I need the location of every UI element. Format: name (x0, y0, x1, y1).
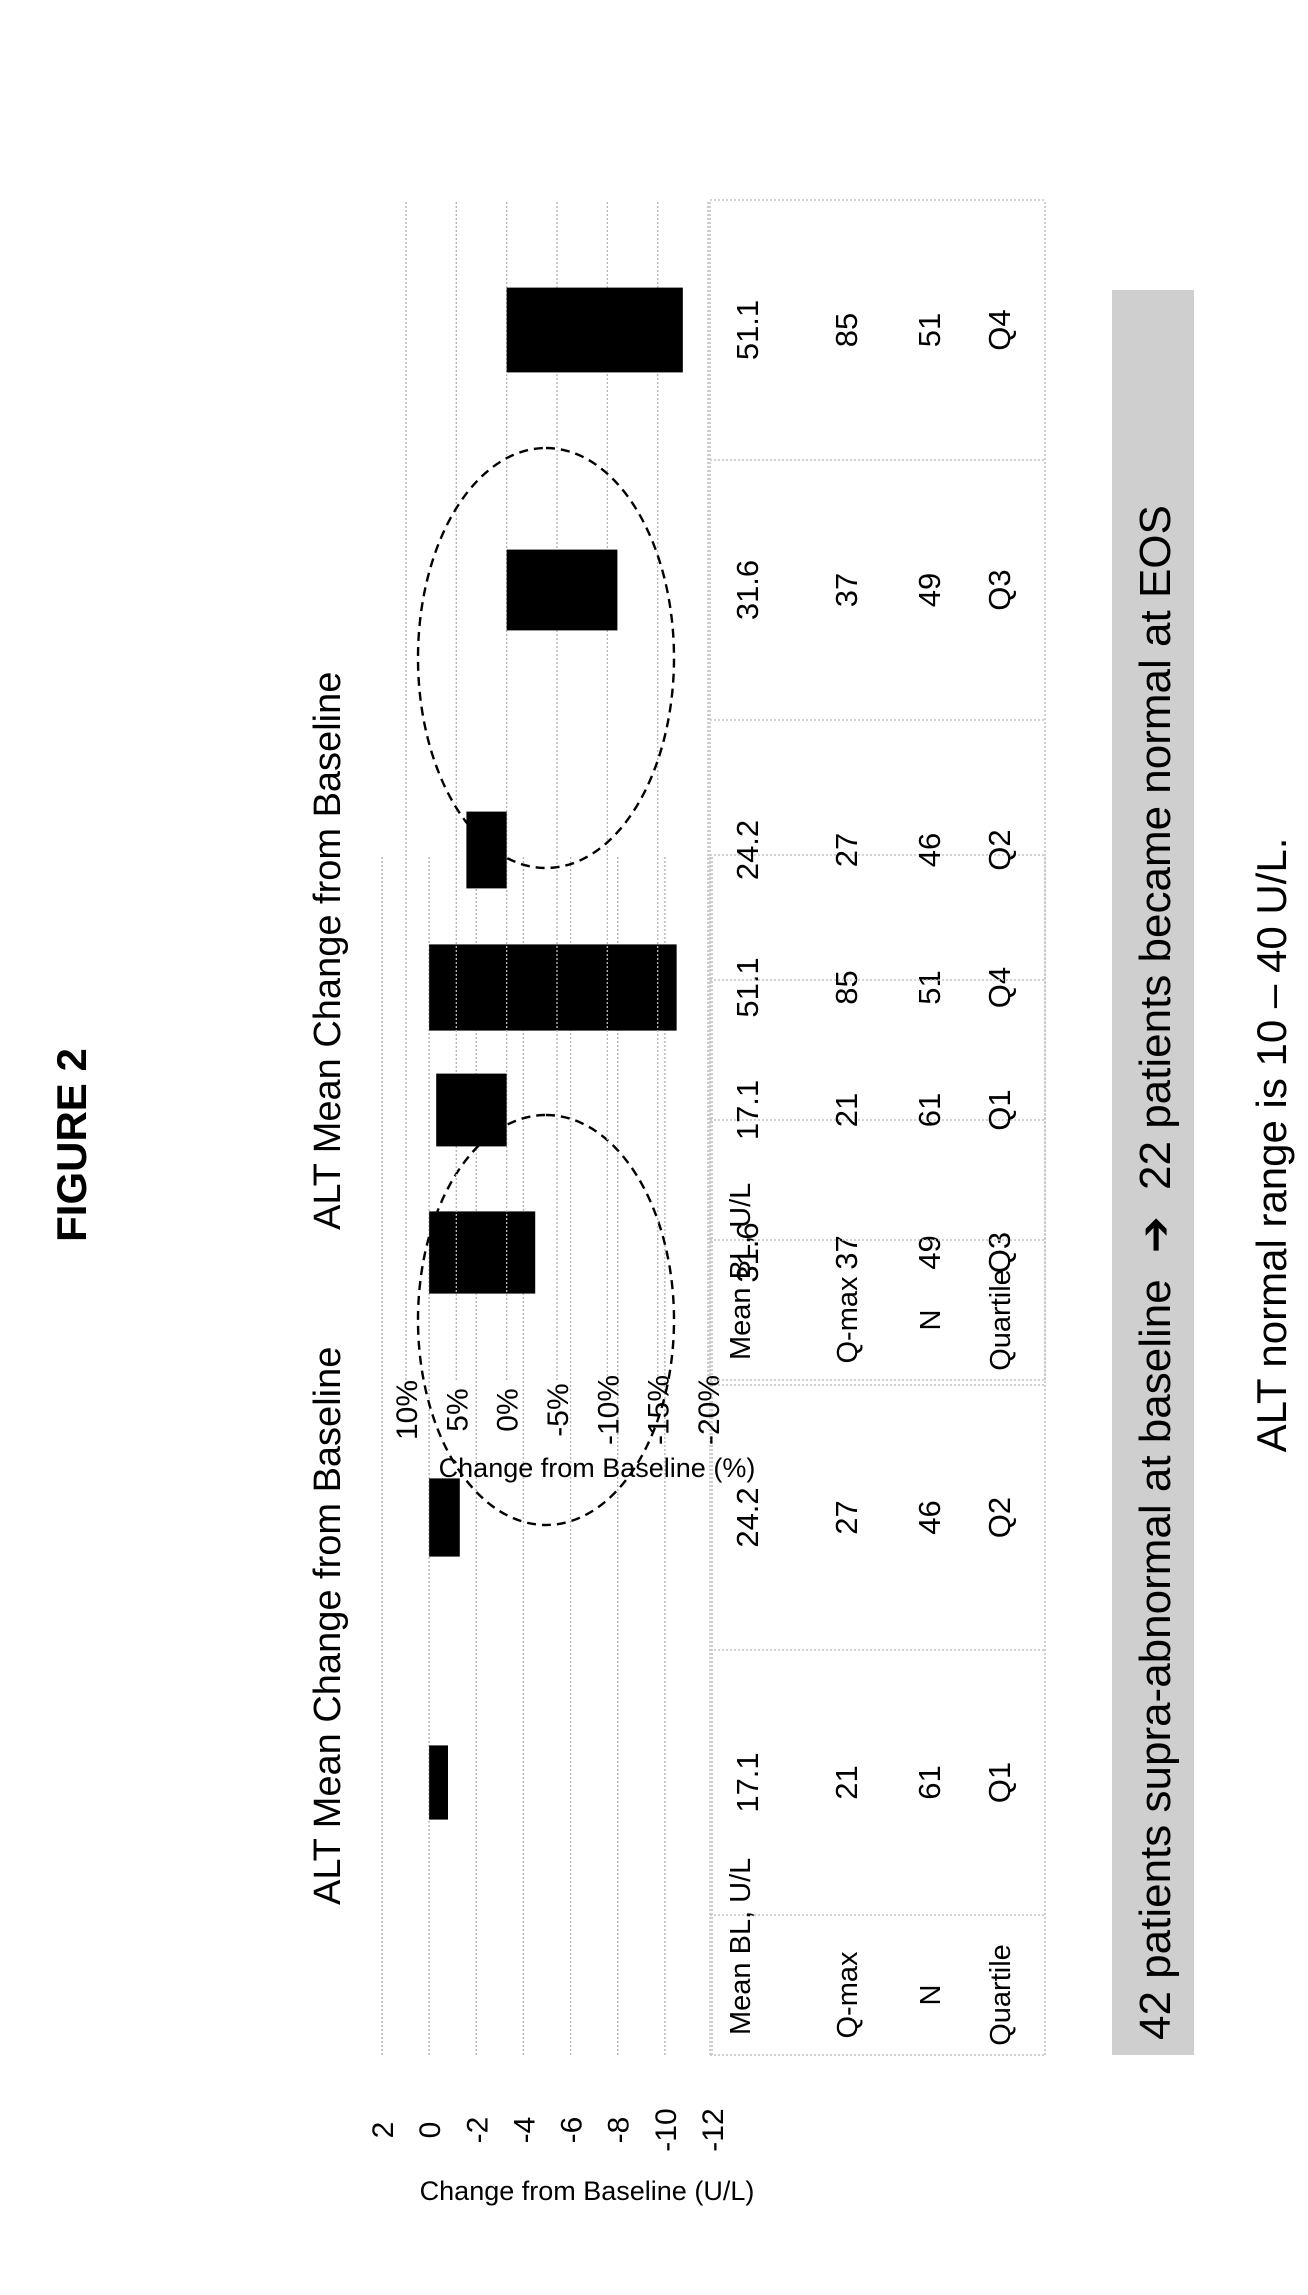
table-cell-quartile: Q3 (982, 1232, 1017, 1273)
table-cell-quartile: Q3 (982, 569, 1017, 610)
y-tick-label: 0% (492, 1388, 525, 1431)
table-cell-q-max: 27 (829, 833, 864, 867)
chart-title: ALT Mean Change from Baseline (307, 672, 349, 1230)
arrow-right-icon: ➔ (1130, 1216, 1181, 1253)
y-tick-label: 0 (414, 2122, 447, 2139)
table-cell-mean-bl: 31.6 (730, 1222, 765, 1282)
table-cell-mean-bl: 24.2 (730, 1487, 765, 1547)
bar-q2 (429, 1478, 460, 1557)
figure-title: FIGURE 2 (48, 1048, 95, 1242)
table-cell-n: 49 (912, 573, 947, 607)
y-tick-label: -8 (603, 2117, 636, 2144)
table-cell-quartile: Q1 (982, 1089, 1017, 1130)
row-label-n: N (915, 1985, 947, 2006)
y-tick-label: -6 (556, 2117, 589, 2144)
bar-q4 (429, 944, 677, 1031)
table-cell-quartile: Q2 (982, 1497, 1017, 1538)
chart-title: ALT Mean Change from Baseline (307, 1347, 349, 1905)
y-tick-label: -2 (461, 2117, 494, 2144)
banner-text: 42 patients supra-abnormal at baseline ➔… (1130, 505, 1181, 2040)
y-tick-label: -15% (643, 1375, 676, 1445)
table-cell-n: 51 (912, 313, 947, 347)
table-cell-n: 46 (912, 1500, 947, 1534)
y-tick-label: -20% (693, 1375, 726, 1445)
bar-q1 (429, 1745, 448, 1820)
bar-q2 (466, 811, 507, 889)
table-cell-q-max: 85 (829, 313, 864, 347)
table-cell-q-max: 27 (829, 1500, 864, 1534)
table-cell-quartile: Q4 (982, 309, 1017, 350)
bar-q3 (506, 549, 618, 631)
table-cell-mean-bl: 24.2 (730, 820, 765, 880)
table-cell-quartile: Q4 (982, 967, 1017, 1008)
y-tick-label: -10% (592, 1375, 625, 1445)
table-cell-quartile: Q1 (982, 1762, 1017, 1803)
y-axis-label: Change from Baseline (U/L) (420, 2176, 755, 2206)
bar-q4 (506, 287, 683, 373)
bar-q1 (436, 1073, 507, 1147)
y-tick-label: -5% (542, 1383, 575, 1436)
y-tick-label: 5% (441, 1388, 474, 1431)
table-cell-mean-bl: 51.1 (730, 300, 765, 360)
table-cell-n: 46 (912, 833, 947, 867)
bar-q3 (429, 1211, 536, 1294)
table-cell-n: 51 (912, 970, 947, 1004)
table-cell-q-max: 37 (829, 573, 864, 607)
table-cell-q-max: 21 (829, 1093, 864, 1127)
row-label-q-max: Q-max (832, 1276, 864, 1364)
table-cell-quartile: Q2 (982, 829, 1017, 870)
row-label-n: N (915, 1310, 947, 1331)
row-label-mean-bl: Mean BL, U/L (725, 1858, 757, 2035)
row-label-q-max: Q-max (832, 1951, 864, 2039)
table-cell-mean-bl: 17.1 (730, 1080, 765, 1140)
highlight-ellipse (416, 446, 676, 870)
footnote: ALT normal range is 10 – 40 U/L. (1248, 838, 1295, 1453)
highlight-ellipse (416, 1113, 676, 1527)
table-cell-mean-bl: 51.1 (730, 957, 765, 1017)
y-tick-label: 2 (367, 2122, 400, 2139)
y-tick-label: -4 (508, 2117, 541, 2144)
table-cell-n: 61 (912, 1093, 947, 1127)
table-cell-mean-bl: 31.6 (730, 560, 765, 620)
table-cell-q-max: 37 (829, 1235, 864, 1269)
y-tick-label: 10% (391, 1380, 424, 1440)
row-label-quartile: Quartile (985, 1269, 1017, 1371)
row-label-mean-bl: Mean BL, U/L (725, 1183, 757, 1360)
table-cell-n: 49 (912, 1235, 947, 1269)
y-tick-label: -10 (650, 2108, 683, 2151)
table-cell-q-max: 85 (829, 970, 864, 1004)
banner-text-before: 42 patients supra-abnormal at baseline (1131, 1279, 1180, 2040)
banner-text-after: 22 patients became normal at EOS (1131, 505, 1180, 1190)
table-cell-mean-bl: 17.1 (730, 1752, 765, 1812)
y-tick-label: -12 (697, 2108, 730, 2151)
y-axis-label: Change from Baseline (%) (439, 1453, 756, 1483)
table-cell-q-max: 21 (829, 1765, 864, 1799)
table-cell-n: 61 (912, 1765, 947, 1799)
banner-background (1112, 290, 1194, 2055)
row-label-quartile: Quartile (985, 1944, 1017, 2046)
